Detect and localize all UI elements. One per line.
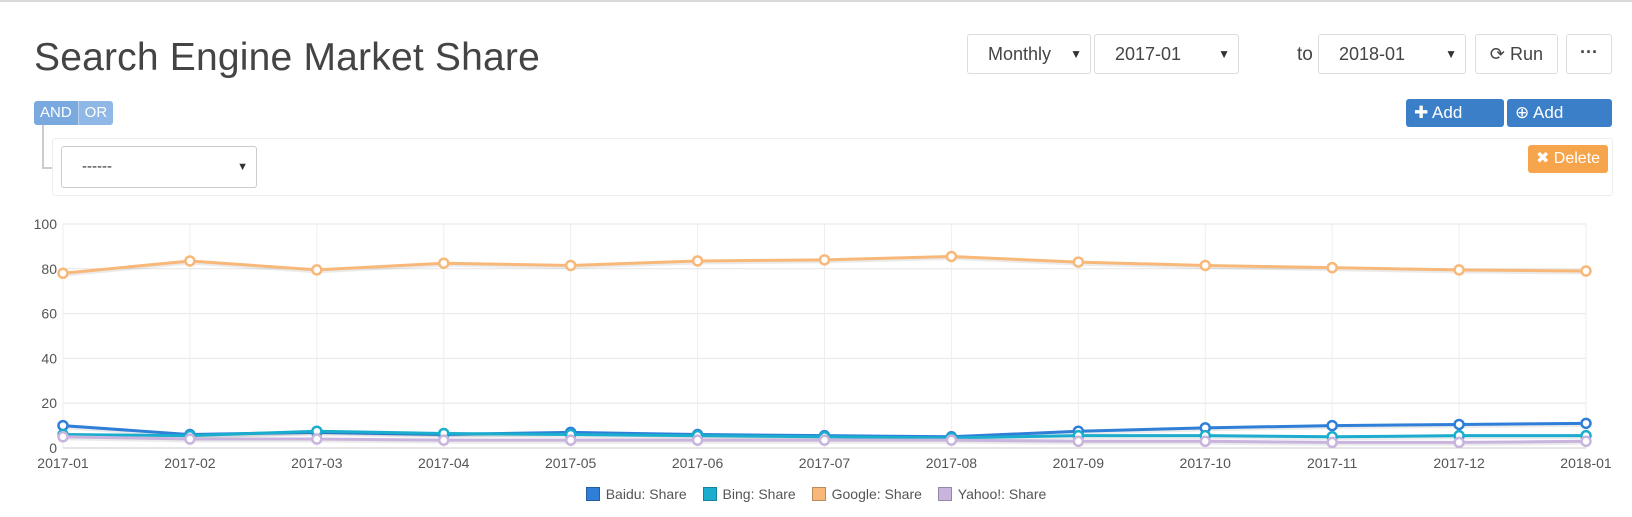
date-to-select[interactable]: 2018-01 ▼ <box>1318 34 1466 74</box>
run-button-label: Run <box>1510 44 1544 64</box>
data-point-3-0 <box>57 431 69 443</box>
y-tick-label: 20 <box>41 395 57 411</box>
legend-item-google[interactable]: Google: Share <box>811 486 922 502</box>
legend-label-bing: Bing: Share <box>722 486 796 502</box>
interval-select-value: Monthly <box>988 44 1052 64</box>
data-point-2-11 <box>1453 264 1465 276</box>
data-point-2-8 <box>1072 256 1085 268</box>
data-point-3-5 <box>691 434 704 446</box>
data-point-3-11 <box>1453 436 1465 449</box>
add-group-button[interactable]: ⊕ Add group <box>1507 99 1612 150</box>
legend-swatch-google <box>811 487 826 501</box>
data-point-3-6 <box>818 434 831 446</box>
data-point-0-0 <box>57 419 69 432</box>
legend-label-yahoo: Yahoo!: Share <box>957 486 1047 502</box>
add-filter-button[interactable]: ✚ Add filter <box>1406 99 1504 150</box>
legend-swatch-bing <box>702 487 717 501</box>
data-point-0-11 <box>1453 418 1465 431</box>
data-point-2-12 <box>1580 265 1592 277</box>
chart-legend: Baidu: Share Bing: Share Google: Share Y… <box>0 486 1632 502</box>
or-button[interactable]: OR <box>78 101 114 125</box>
y-tick-label: 0 <box>49 440 57 456</box>
run-button[interactable]: ⟳ Run <box>1475 34 1558 74</box>
legend-label-google: Google: Share <box>831 486 922 502</box>
data-point-0-12 <box>1580 417 1592 430</box>
x-tick-label: 2017-12 <box>1433 455 1485 471</box>
data-point-3-2 <box>311 433 323 445</box>
x-tick-label: 2018-01 <box>1560 455 1612 471</box>
x-tick-label: 2017-03 <box>291 455 343 471</box>
data-point-2-10 <box>1326 261 1338 274</box>
legend-label-baidu: Baidu: Share <box>605 486 687 502</box>
delete-rule-button[interactable]: ✖ Delete <box>1528 145 1608 173</box>
filter-rule-container <box>52 138 1613 196</box>
chevron-down-icon: ▼ <box>1218 47 1230 61</box>
data-point-3-7 <box>945 434 958 446</box>
data-point-3-9 <box>1199 435 1211 448</box>
data-point-2-4 <box>564 259 577 272</box>
x-tick-label: 2017-05 <box>545 455 597 471</box>
y-tick-label: 40 <box>41 350 57 366</box>
chevron-down-icon: ▼ <box>237 161 248 173</box>
x-tick-label: 2017-08 <box>926 455 978 471</box>
more-options-button[interactable]: ··· <box>1566 34 1612 74</box>
x-tick-label: 2017-01 <box>37 455 89 471</box>
y-tick-label: 100 <box>34 216 58 232</box>
date-from-select[interactable]: 2017-01 ▼ <box>1094 34 1239 74</box>
y-tick-label: 80 <box>41 261 57 277</box>
data-point-2-5 <box>691 255 704 267</box>
refresh-icon: ⟳ <box>1489 44 1506 64</box>
legend-swatch-yahoo <box>937 487 952 501</box>
filter-field-select[interactable]: ------ ▼ <box>61 146 257 188</box>
data-point-2-9 <box>1199 259 1211 272</box>
to-label: to <box>1297 44 1313 65</box>
x-tick-label: 2017-02 <box>164 455 216 471</box>
chevron-down-icon: ▼ <box>1070 47 1082 61</box>
data-point-3-8 <box>1072 435 1085 448</box>
legend-item-yahoo[interactable]: Yahoo!: Share <box>937 486 1047 502</box>
interval-select[interactable]: Monthly ▼ <box>967 34 1091 74</box>
date-to-value: 2018-01 <box>1339 44 1406 64</box>
data-point-2-7 <box>945 250 958 263</box>
legend-item-bing[interactable]: Bing: Share <box>702 486 796 502</box>
x-tick-label: 2017-09 <box>1053 455 1105 471</box>
more-options-label: ··· <box>1580 42 1598 62</box>
legend-swatch-baidu <box>585 487 600 501</box>
data-point-3-10 <box>1326 436 1338 449</box>
page-title: Search Engine Market Share <box>34 36 540 79</box>
x-tick-label: 2017-07 <box>799 455 851 471</box>
data-point-3-4 <box>564 434 577 446</box>
data-point-2-1 <box>184 255 196 267</box>
plus-circle-icon: ⊕ <box>1515 103 1530 122</box>
delete-rule-label: Delete <box>1553 150 1601 167</box>
and-button[interactable]: AND <box>34 101 79 125</box>
group-connector <box>42 125 54 169</box>
chevron-down-icon: ▼ <box>1445 47 1457 61</box>
plus-icon: ✚ <box>1414 103 1429 122</box>
x-tick-label: 2017-06 <box>672 455 724 471</box>
close-icon: ✖ <box>1535 150 1550 167</box>
data-point-3-1 <box>184 433 196 445</box>
top-border <box>0 0 1632 2</box>
data-point-2-2 <box>311 264 323 276</box>
data-point-0-10 <box>1326 419 1338 432</box>
date-from-value: 2017-01 <box>1115 44 1182 64</box>
x-tick-label: 2017-10 <box>1180 455 1232 471</box>
y-tick-label: 60 <box>41 306 57 322</box>
data-point-3-3 <box>438 434 450 446</box>
market-share-chart: 0 20 40 60 80 100 2017-01 2017-02 2017-03 2017-04… <box>34 216 1612 471</box>
data-point-3-12 <box>1580 435 1592 448</box>
condition-toggle: AND OR <box>34 101 114 125</box>
legend-item-baidu[interactable]: Baidu: Share <box>585 486 687 502</box>
x-tick-label: 2017-04 <box>418 455 470 471</box>
data-point-2-3 <box>438 257 450 269</box>
data-point-2-6 <box>818 254 831 266</box>
x-tick-label: 2017-11 <box>1307 455 1358 471</box>
filter-field-value: ------ <box>82 158 112 175</box>
data-point-2-0 <box>57 267 69 280</box>
